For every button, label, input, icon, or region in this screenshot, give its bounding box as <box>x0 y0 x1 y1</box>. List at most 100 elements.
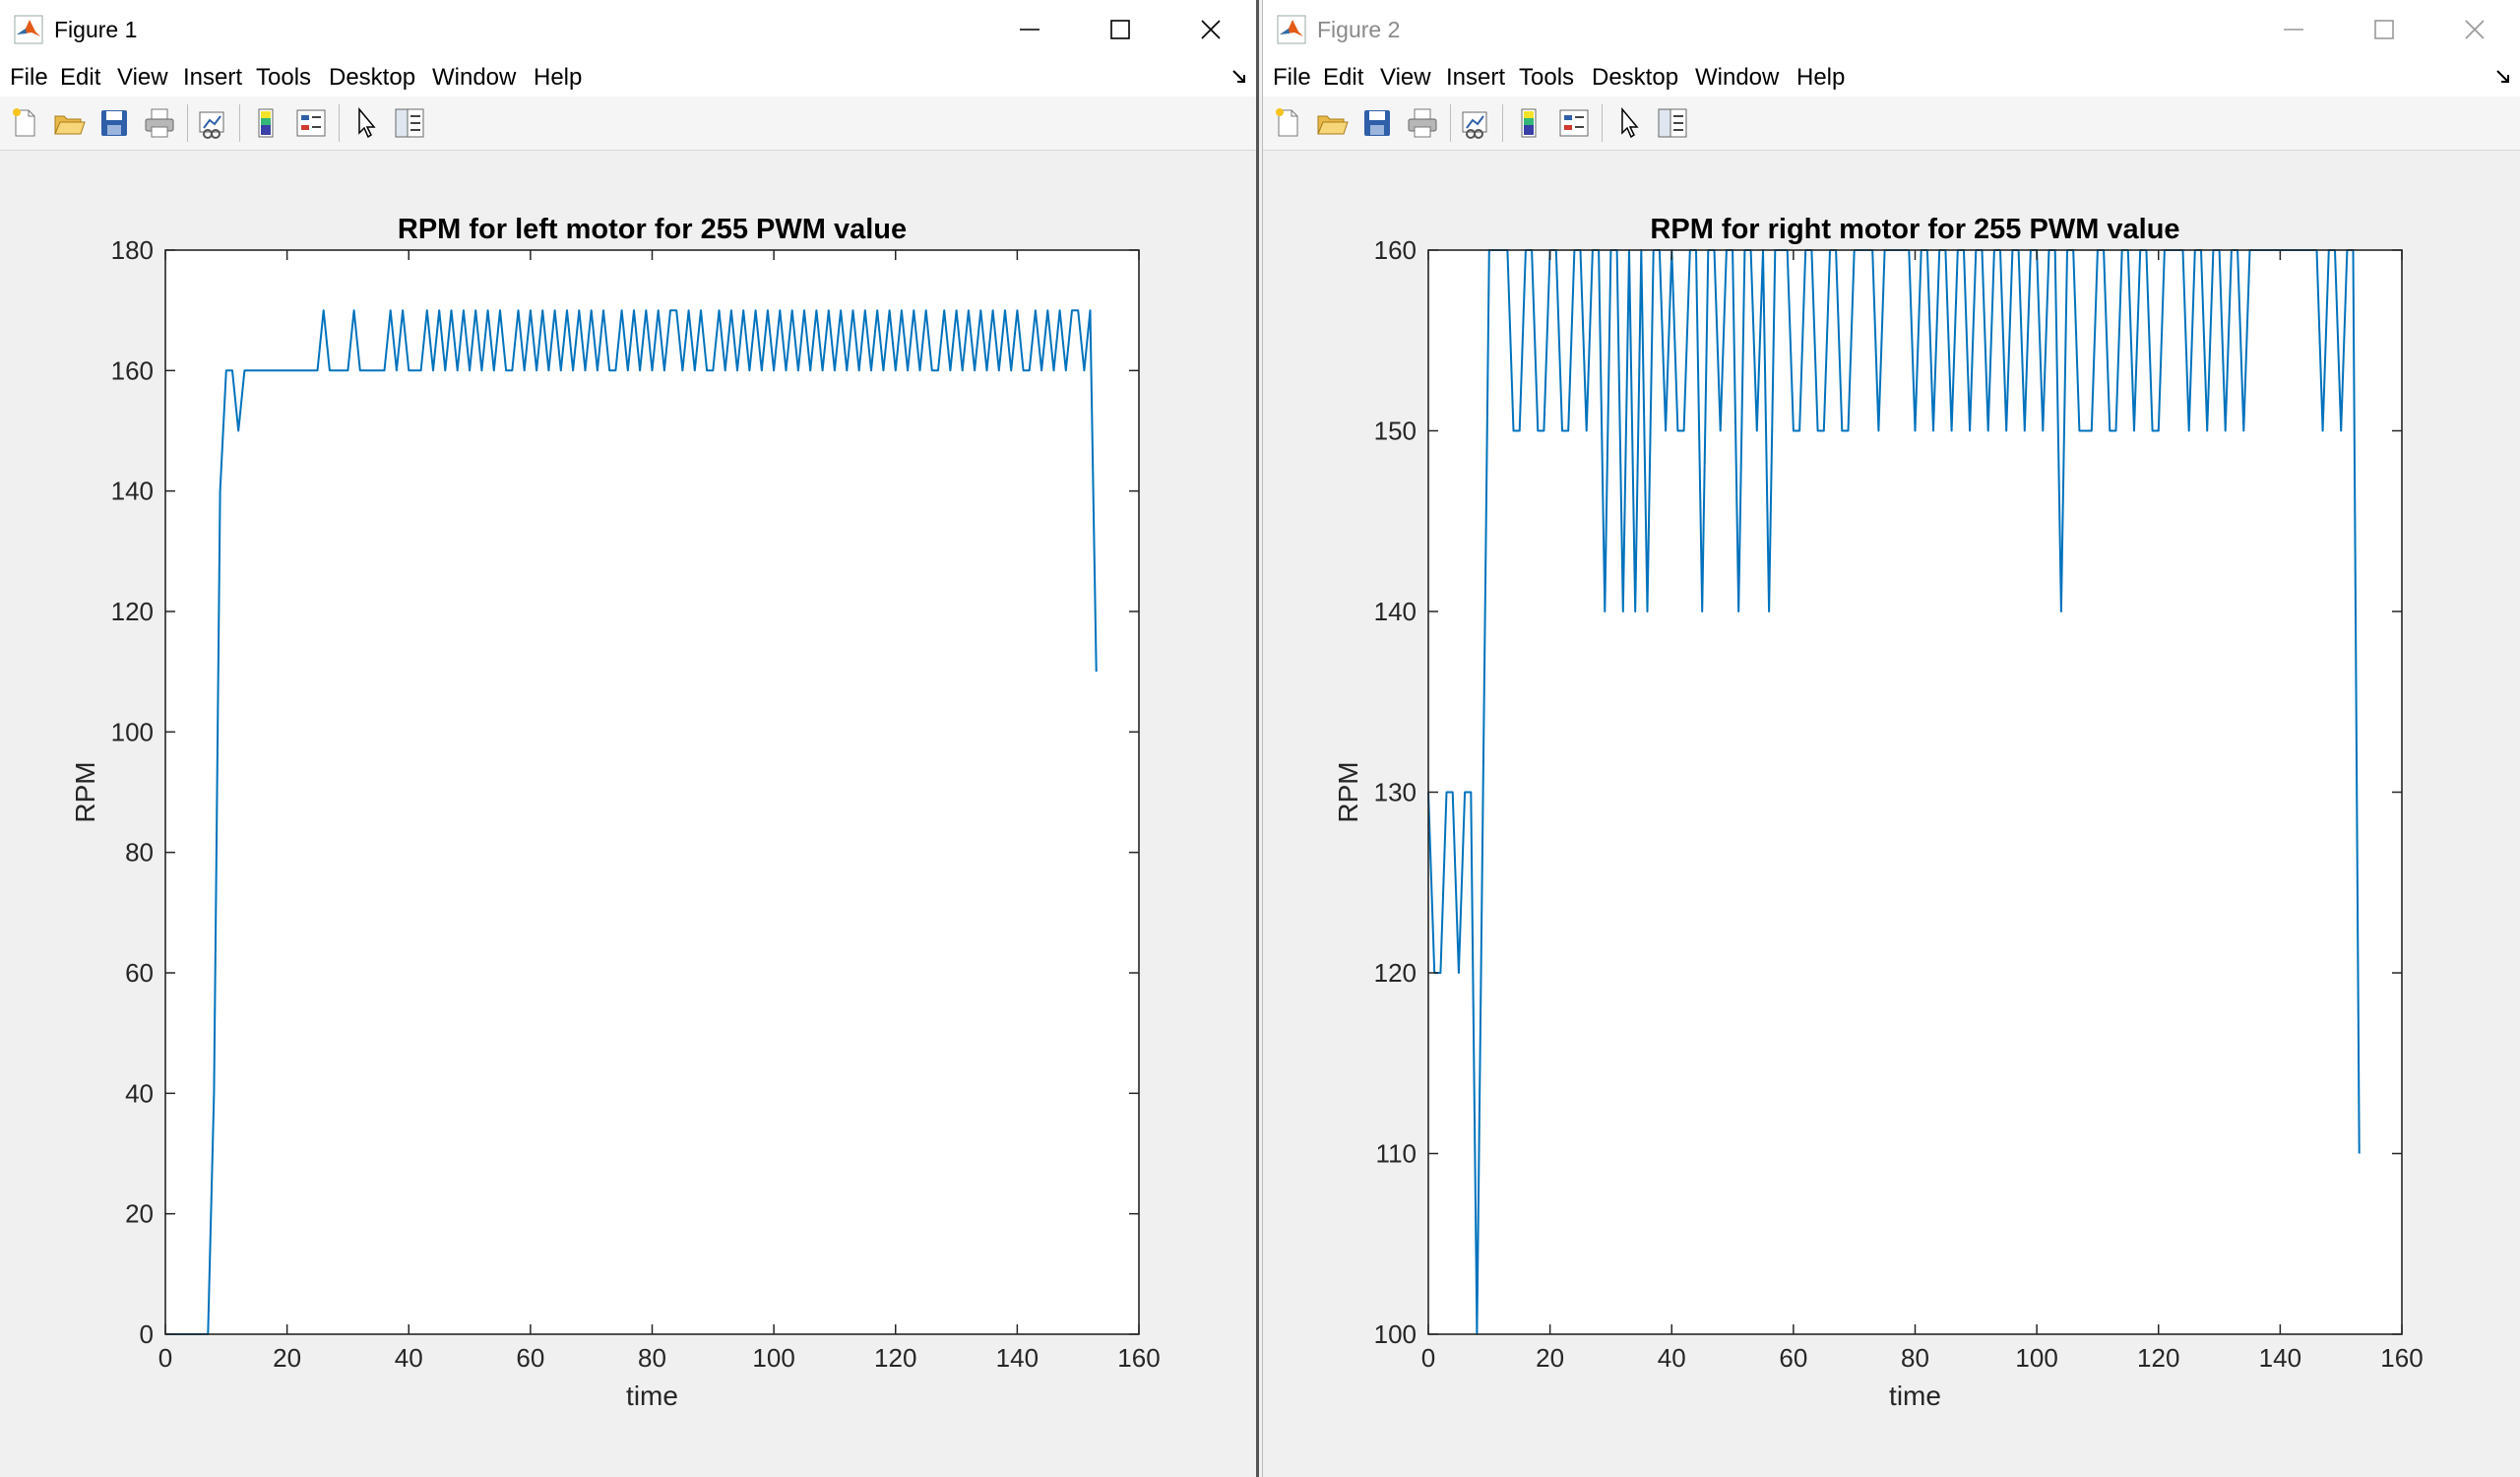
y-axis-label: RPM <box>70 761 100 822</box>
chart-title: RPM for left motor for 255 PWM value <box>398 214 907 245</box>
y-tick-label: 40 <box>125 1078 154 1108</box>
dock-arrow-icon[interactable] <box>2494 68 2512 86</box>
y-tick-label: 120 <box>111 597 154 626</box>
maximize-icon <box>2374 19 2394 39</box>
x-tick-label: 20 <box>273 1343 301 1373</box>
minimize-button[interactable] <box>984 0 1075 58</box>
save-icon[interactable] <box>1360 106 1394 140</box>
maximize-button[interactable] <box>1075 0 1166 58</box>
close-button[interactable] <box>1166 0 1256 58</box>
new-figure-icon[interactable] <box>8 106 41 140</box>
menu-insert[interactable]: Insert <box>183 64 243 91</box>
x-axis-label: time <box>626 1381 678 1411</box>
open-file-icon[interactable] <box>52 106 86 140</box>
x-tick-label: 140 <box>2259 1343 2301 1373</box>
x-axis-label: time <box>1889 1381 1941 1411</box>
y-tick-label: 20 <box>125 1199 154 1229</box>
figure-window-2: Figure 2 File Edit View Insert Tools Des… <box>1262 0 2520 1477</box>
close-button[interactable] <box>2429 0 2520 58</box>
menu-file[interactable]: File <box>10 64 48 91</box>
menu-edit[interactable]: Edit <box>60 64 101 91</box>
menu-window[interactable]: Window <box>1695 64 1780 91</box>
print-icon[interactable] <box>1406 106 1439 140</box>
link-plot-icon[interactable] <box>196 106 229 140</box>
x-tick-label: 160 <box>1117 1343 1160 1373</box>
x-tick-label: 40 <box>1658 1343 1686 1373</box>
close-icon <box>2465 19 2485 39</box>
menu-desktop[interactable]: Desktop <box>1592 64 1679 91</box>
menu-window[interactable]: Window <box>432 64 517 91</box>
save-icon[interactable] <box>97 106 131 140</box>
toolbar-separator <box>187 104 188 142</box>
plot-canvas: 0 20 40 60 80 100 120 140 160 100 110 120 130 140 150 1… <box>1333 214 2424 1411</box>
property-inspector-icon[interactable] <box>393 106 426 140</box>
menu-insert[interactable]: Insert <box>1446 64 1506 91</box>
minimize-icon <box>2284 28 2303 31</box>
close-icon <box>1201 19 1221 39</box>
plot-canvas: 0 20 40 60 80 100 120 140 160 0 20 40 60 80 100 120 140 1… <box>70 214 1161 1411</box>
pointer-icon[interactable] <box>1612 106 1646 140</box>
y-tick-label: 120 <box>1374 958 1417 988</box>
colorbar-icon[interactable] <box>250 106 284 140</box>
y-tick-label: 60 <box>125 958 154 988</box>
menu-help[interactable]: Help <box>1796 64 1846 91</box>
x-tick-label: 140 <box>996 1343 1039 1373</box>
y-tick-label: 160 <box>1374 235 1417 265</box>
x-tick-label: 20 <box>1536 1343 1564 1373</box>
x-tick-label: 0 <box>158 1343 172 1373</box>
menu-help[interactable]: Help <box>534 64 583 91</box>
toolbar-separator <box>339 104 340 142</box>
colorbar-icon[interactable] <box>1513 106 1546 140</box>
figure-window-1: Figure 1 File Edit View Insert Tools Des… <box>0 0 1259 1477</box>
y-tick-label: 160 <box>111 355 154 385</box>
toolbar-separator <box>1450 104 1451 142</box>
figure-toolbar <box>1263 96 2520 151</box>
y-tick-label: 110 <box>1376 1139 1417 1169</box>
x-tick-label: 40 <box>395 1343 423 1373</box>
series-line <box>165 309 1098 1335</box>
y-tick-label: 180 <box>111 235 154 265</box>
print-icon[interactable] <box>143 106 176 140</box>
title-bar[interactable]: Figure 2 <box>1263 0 2520 58</box>
y-tick-label: 80 <box>125 838 154 867</box>
menu-view[interactable]: View <box>117 64 168 91</box>
menu-tools[interactable]: Tools <box>1519 64 1575 91</box>
y-tick-label: 0 <box>140 1319 154 1349</box>
menu-edit[interactable]: Edit <box>1323 64 1364 91</box>
matlab-logo-icon <box>1277 15 1306 44</box>
matlab-logo-icon <box>14 15 43 44</box>
toolbar-separator <box>1502 104 1503 142</box>
toolbar-separator <box>1602 104 1603 142</box>
dock-arrow-icon[interactable] <box>1230 68 1248 86</box>
toolbar-separator <box>239 104 240 142</box>
new-figure-icon[interactable] <box>1271 106 1304 140</box>
y-tick-label: 140 <box>1374 597 1417 626</box>
plot-area <box>165 250 1139 1334</box>
pointer-icon[interactable] <box>349 106 383 140</box>
legend-icon[interactable] <box>294 106 328 140</box>
menu-desktop[interactable]: Desktop <box>329 64 416 91</box>
open-file-icon[interactable] <box>1315 106 1349 140</box>
minimize-icon <box>1020 28 1040 31</box>
y-tick-label: 100 <box>1374 1319 1417 1349</box>
menu-bar: File Edit View Insert Tools Desktop Wind… <box>1263 58 2520 96</box>
menu-file[interactable]: File <box>1273 64 1311 91</box>
property-inspector-icon[interactable] <box>1656 106 1689 140</box>
y-tick-label: 150 <box>1374 417 1417 446</box>
link-plot-icon[interactable] <box>1459 106 1492 140</box>
y-tick-label: 130 <box>1374 778 1417 807</box>
x-tick-label: 80 <box>1901 1343 1929 1373</box>
x-tick-label: 120 <box>2137 1343 2179 1373</box>
title-bar[interactable]: Figure 1 <box>0 0 1256 58</box>
x-tick-label: 120 <box>874 1343 916 1373</box>
legend-icon[interactable] <box>1557 106 1591 140</box>
maximize-icon <box>1110 19 1130 39</box>
menu-view[interactable]: View <box>1380 64 1431 91</box>
maximize-button[interactable] <box>2339 0 2429 58</box>
x-tick-label: 100 <box>2015 1343 2057 1373</box>
x-tick-label: 160 <box>2380 1343 2423 1373</box>
chart-title: RPM for right motor for 255 PWM value <box>1650 214 2179 245</box>
y-tick-label: 100 <box>111 717 154 746</box>
menu-tools[interactable]: Tools <box>256 64 312 91</box>
minimize-button[interactable] <box>2248 0 2339 58</box>
